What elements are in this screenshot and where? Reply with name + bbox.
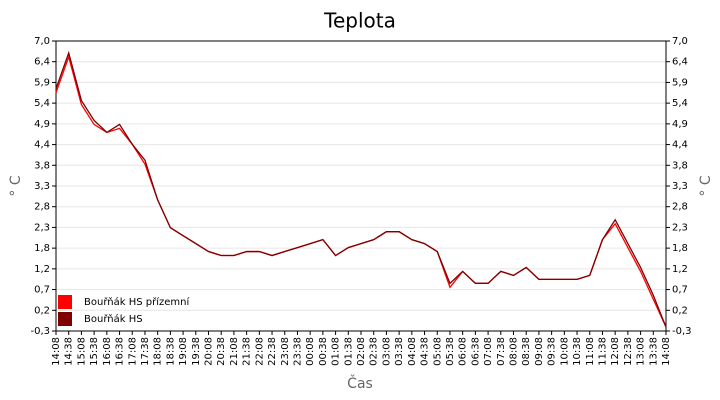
x-tick-label: 02:08 (356, 337, 367, 366)
y2-axis-title: ° C (698, 175, 714, 196)
x-tick-label: 21:08 (229, 337, 240, 366)
y-tick-label: 4,9 (34, 119, 50, 130)
legend-label: Bouřňák HS (84, 313, 143, 325)
x-tick-label: 12:08 (610, 337, 621, 366)
y-tick-label: 1,8 (34, 243, 50, 254)
x-tick-label: 20:38 (216, 337, 227, 366)
x-tick-label: 18:08 (153, 337, 164, 366)
x-tick-label: 18:38 (165, 337, 176, 366)
y2-tick-label: 1,2 (672, 264, 688, 275)
x-tick-label: 23:38 (292, 337, 303, 366)
y2-tick-label: 2,8 (672, 202, 688, 213)
y-tick-label: 3,8 (34, 160, 50, 171)
x-tick-label: 02:38 (369, 337, 380, 366)
x-tick-label: 04:38 (420, 337, 431, 366)
x-tick-label: 00:08 (305, 337, 316, 366)
x-tick-label: 10:08 (559, 337, 570, 366)
x-tick-label: 13:08 (636, 337, 647, 366)
x-tick-label: 17:08 (127, 337, 138, 366)
y-tick-label: 6,4 (34, 57, 50, 68)
x-tick-label: 06:38 (470, 337, 481, 366)
x-tick-label: 09:38 (547, 337, 558, 366)
y-tick-label: 1,2 (34, 264, 50, 275)
y2-tick-label: 4,4 (672, 140, 688, 151)
y2-tick-label: 4,9 (672, 119, 688, 130)
y2-tick-label: 6,4 (672, 57, 688, 68)
x-tick-label: 13:38 (648, 337, 659, 366)
x-tick-label: 19:38 (191, 337, 202, 366)
y-tick-label: 0,2 (34, 305, 50, 316)
series-line (55, 50, 667, 328)
y-tick-label: 5,9 (34, 77, 50, 88)
x-tick-label: 03:08 (381, 337, 392, 366)
y-tick-label: 2,3 (34, 222, 50, 233)
legend-swatch (58, 295, 72, 309)
x-tick-label: 01:38 (343, 337, 354, 366)
x-tick-label: 07:38 (496, 337, 507, 366)
x-tick-label: 12:38 (623, 337, 634, 366)
x-tick-label: 07:08 (483, 337, 494, 366)
x-tick-label: 16:08 (102, 337, 113, 366)
x-tick-label: 03:38 (394, 337, 405, 366)
x-tick-label: 08:08 (509, 337, 520, 366)
plot-frame (55, 40, 667, 332)
y2-tick-label: 3,3 (672, 181, 688, 192)
y-tick-label: 4,4 (34, 140, 50, 151)
y2-tick-label: 0,2 (672, 305, 688, 316)
x-tick-label: 22:38 (267, 337, 278, 366)
x-tick-label: 08:38 (521, 337, 532, 366)
x-tick-label: 16:38 (115, 337, 126, 366)
x-tick-label: 10:38 (572, 337, 583, 366)
x-tick-label: 15:08 (76, 337, 87, 366)
legend-label: Bouřňák HS přízemní (84, 296, 190, 308)
y2-tick-label: 0,7 (672, 285, 688, 296)
x-tick-label: 21:38 (242, 337, 253, 366)
x-tick-label: 05:08 (432, 337, 443, 366)
y-tick-label: 3,3 (34, 181, 50, 192)
y-tick-label: 2,8 (34, 202, 50, 213)
y2-tick-label: 7,0 (672, 36, 688, 47)
x-tick-label: 19:08 (178, 337, 189, 366)
x-tick-label: 14:38 (64, 337, 75, 366)
chart-title: Teplota (323, 9, 396, 33)
x-tick-label: 17:38 (140, 337, 151, 366)
x-tick-label: 22:08 (254, 337, 265, 366)
y2-tick-label: 5,9 (672, 77, 688, 88)
y2-tick-label: 5,4 (672, 98, 688, 109)
x-tick-label: 00:38 (318, 337, 329, 366)
legend-swatch (58, 312, 72, 326)
x-tick-label: 23:08 (280, 337, 291, 366)
y-tick-label: -0,3 (30, 326, 50, 337)
x-tick-label: 05:38 (445, 337, 456, 366)
y2-tick-label: 1,8 (672, 243, 688, 254)
y2-tick-label: -0,3 (672, 326, 692, 337)
y2-tick-label: 3,8 (672, 160, 688, 171)
x-tick-label: 11:38 (597, 337, 608, 366)
y2-tick-label: 2,3 (672, 222, 688, 233)
y-tick-label: 0,7 (34, 285, 50, 296)
x-tick-label: 20:08 (204, 337, 215, 366)
x-tick-label: 01:08 (331, 337, 342, 366)
x-tick-label: 11:08 (585, 337, 596, 366)
y-tick-label: 5,4 (34, 98, 50, 109)
x-tick-label: 06:08 (458, 337, 469, 366)
y-tick-label: 7,0 (34, 36, 50, 47)
x-axis-title: Čas (347, 374, 373, 392)
x-tick-label: 15:38 (89, 337, 100, 366)
x-tick-label: 14:08 (661, 337, 672, 366)
x-tick-label: 09:08 (534, 337, 545, 366)
x-tick-label: 04:08 (407, 337, 418, 366)
x-tick-label: 14:08 (51, 337, 62, 366)
y-axis-title: ° C (8, 175, 24, 196)
